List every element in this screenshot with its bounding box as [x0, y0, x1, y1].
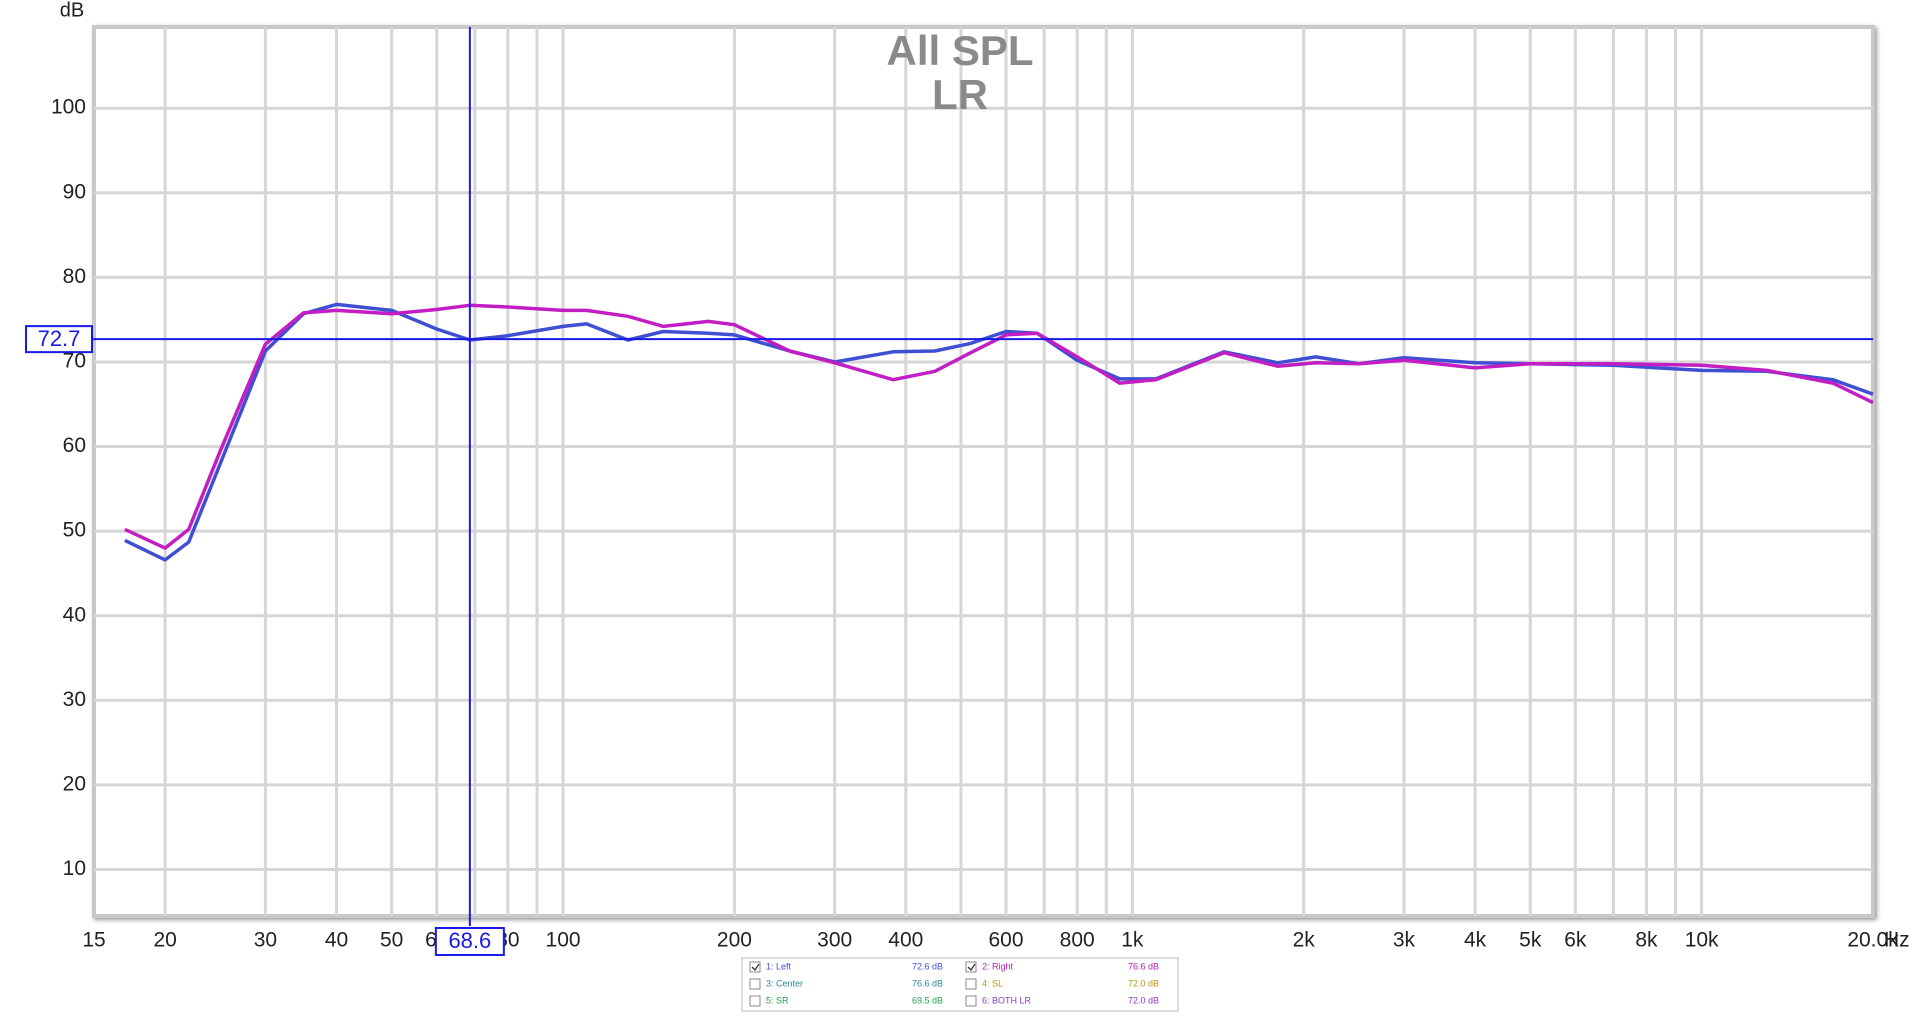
x-tick-label: 4k: [1464, 929, 1487, 952]
legend-checkbox: [965, 978, 977, 990]
legend-name: 4: SL: [982, 978, 1003, 988]
legend-value: 72.0 dB: [1128, 978, 1159, 988]
series-line: [124, 302, 1874, 562]
x-tick-label: 1k: [1121, 929, 1144, 952]
y-tick-label: 60: [63, 434, 86, 457]
y-tick-label: 20: [63, 772, 86, 795]
y-tick-label: 40: [63, 603, 86, 626]
x-tick-label: 100: [546, 929, 581, 952]
legend-value: 72.0 dB: [1128, 995, 1159, 1005]
legend-value: 72.6 dB: [912, 961, 943, 971]
legend-value: 76.6 dB: [1128, 961, 1159, 971]
x-tick-label: 20: [153, 929, 176, 952]
x-tick-label: 800: [1060, 929, 1095, 952]
legend-box: [741, 957, 1179, 1012]
chart-subtitle: LR: [932, 71, 988, 118]
x-axis-label: Hz: [1884, 929, 1910, 952]
y-tick-label: 50: [63, 519, 86, 542]
legend-check: [751, 963, 760, 972]
y-tick-label: 80: [63, 265, 86, 288]
legend-value: 69.5 dB: [912, 995, 943, 1005]
x-tick-label: 40: [325, 929, 348, 952]
legend-value: 76.6 dB: [912, 978, 943, 988]
cursor-x-box: [434, 927, 505, 956]
x-tick-label: 2k: [1293, 929, 1316, 952]
x-tick-label: 50: [380, 929, 403, 952]
series-line: [124, 303, 1874, 550]
legend-checkbox: [965, 961, 977, 973]
legend-name: 6: BOTH LR: [982, 995, 1032, 1005]
x-tick-label: 200: [717, 929, 752, 952]
y-tick-label: 90: [63, 180, 86, 203]
x-tick-label: 300: [817, 929, 852, 952]
y-axis-label: dB: [60, 0, 84, 21]
x-tick-label: 10k: [1685, 929, 1719, 952]
x-tick-label: 8k: [1635, 929, 1658, 952]
cursor-y-box: [25, 325, 93, 354]
y-tick-label: 10: [63, 857, 86, 880]
legend-check: [967, 963, 976, 972]
legend-checkbox: [749, 978, 761, 990]
plot-area: [92, 25, 1875, 918]
y-tick-label: 70: [63, 350, 86, 373]
legend-name: 5: SR: [766, 995, 789, 1005]
x-tick-label: 5k: [1519, 929, 1542, 952]
chart-title: All SPL: [886, 27, 1033, 74]
x-tick-label: 600: [989, 929, 1024, 952]
x-tick-label: 20.0k: [1847, 929, 1899, 952]
legend-checkbox: [965, 995, 977, 1007]
x-tick-label: 400: [888, 929, 923, 952]
cursor-x-label: 68.6: [448, 928, 491, 953]
legend-name: 2: Right: [982, 961, 1014, 971]
x-tick-label: 6k: [1564, 929, 1587, 952]
y-tick-label: 30: [63, 688, 86, 711]
cursor-y-label: 72.7: [38, 326, 81, 351]
legend-checkbox: [749, 995, 761, 1007]
x-tick-label: 30: [254, 929, 277, 952]
y-tick-label: 100: [51, 96, 86, 119]
legend-name: 1: Left: [766, 961, 792, 971]
legend-name: 3: Center: [766, 978, 803, 988]
x-tick-label: 15: [82, 929, 105, 952]
legend-checkbox: [749, 961, 761, 973]
x-tick-label: 3k: [1393, 929, 1416, 952]
